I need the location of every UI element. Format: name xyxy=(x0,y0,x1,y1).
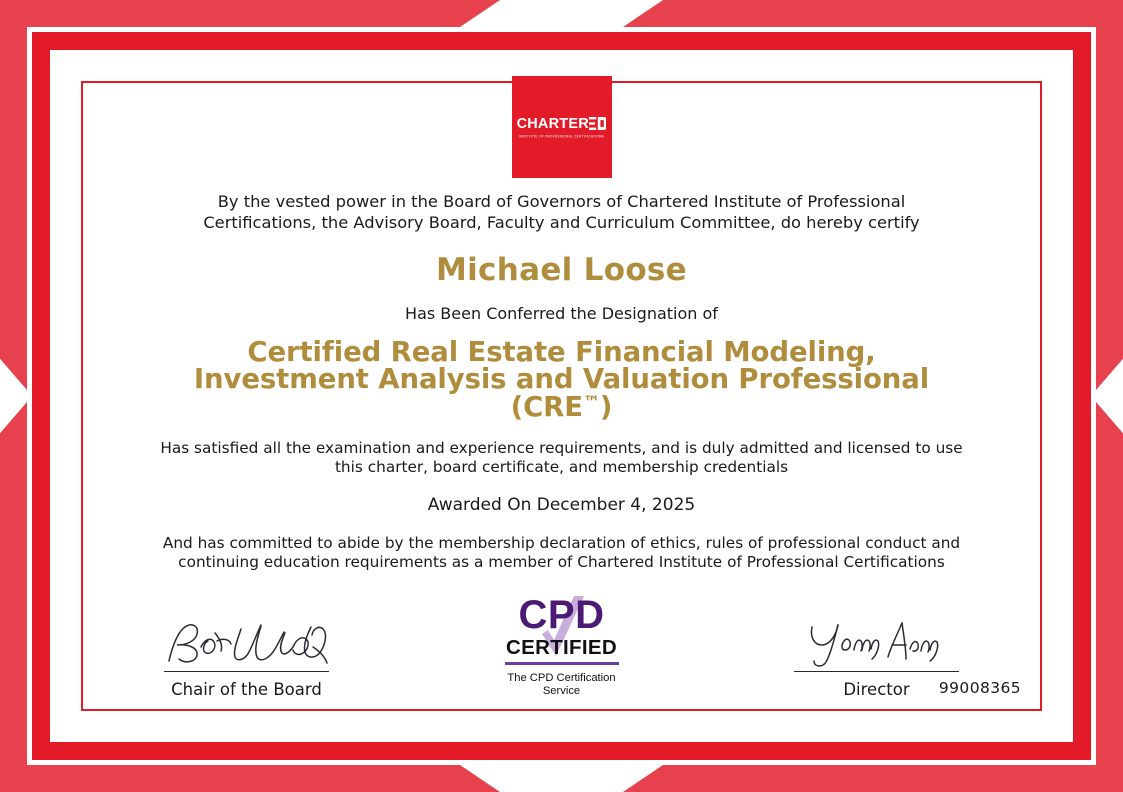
certificate-content: CHARTER INSTITUTE OF PROFESSIO xyxy=(50,50,1073,742)
designation-line-1: Certified Real Estate Financial Modeling… xyxy=(247,335,876,368)
cpd-certified-label: CERTIFIED xyxy=(506,636,617,660)
cpd-underline xyxy=(504,662,619,665)
recipient-name: Michael Loose xyxy=(435,251,687,288)
accent-dot-top-right xyxy=(755,14,768,27)
corner-accent-top-left-horizontal xyxy=(0,0,500,27)
certificate-frame: CHARTER INSTITUTE OF PROFESSIO xyxy=(32,32,1091,760)
preamble-text: By the vested power in the Board of Gove… xyxy=(203,192,920,232)
requirements-text: Has satisfied all the examination and ex… xyxy=(160,439,963,477)
logo-ed-mark xyxy=(589,117,607,131)
cpd-mark: CPD CERTIFIED xyxy=(498,594,626,666)
awarded-date: Awarded On December 4, 2025 xyxy=(427,494,696,515)
corner-accent-bottom-left-vertical xyxy=(0,402,27,792)
accent-dot-top-left xyxy=(355,14,368,27)
accent-dot-left-top xyxy=(7,36,20,49)
designation-acronym: (CRE xyxy=(510,390,583,423)
commitment-text: And has committed to abide by the member… xyxy=(162,533,961,572)
chartered-logo: CHARTER INSTITUTE OF PROFESSIO xyxy=(511,76,612,178)
corner-accent-bottom-left-horizontal xyxy=(0,765,500,792)
cpd-checkmark-icon xyxy=(541,596,584,657)
signature-title-chair: Chair of the Board xyxy=(171,680,322,700)
signature-block-chair: Chair of the Board xyxy=(122,617,372,699)
cpd-certified-seal: CPD CERTIFIED The CPD Certification Serv… xyxy=(482,594,642,699)
logo-wordmark: CHARTER xyxy=(516,115,607,132)
accent-dot-right-bottom xyxy=(1103,743,1116,756)
signature-line-director xyxy=(794,671,959,673)
corner-accent-bottom-right-vertical xyxy=(1096,402,1123,792)
accent-dot-right-top xyxy=(1103,36,1116,49)
signature-title-director: Director xyxy=(843,680,910,700)
signature-block-director: Director xyxy=(752,617,1002,699)
signature-line-chair xyxy=(164,671,329,673)
conferred-label: Has Been Conferred the Designation of xyxy=(405,303,718,323)
cpd-letters: CPD xyxy=(518,593,605,638)
corner-accent-top-right-horizontal xyxy=(623,0,1123,27)
corner-accent-bottom-right-horizontal xyxy=(623,765,1123,792)
accent-dot-bottom-left xyxy=(355,765,368,778)
trademark-symbol: ™ xyxy=(582,392,600,413)
logo-subtitle: INSTITUTE OF PROFESSIONAL CERTIFICATIONS xyxy=(518,133,605,138)
signature-row: Chair of the Board CPD CERTIFIED The CPD… xyxy=(122,594,1002,699)
logo-word-main: CHARTER xyxy=(516,115,589,132)
signature-mark-bok-yan-lo xyxy=(161,617,333,669)
designation-line-2: Investment Analysis and Valuation Profes… xyxy=(193,363,930,396)
corner-accent-top-right-vertical xyxy=(1096,0,1123,390)
designation-acronym-close: ) xyxy=(599,390,613,423)
serial-number: 99008365 xyxy=(938,679,1021,697)
accent-dot-bottom-right xyxy=(755,765,768,778)
corner-accent-top-left-vertical xyxy=(0,0,27,390)
cpd-caption: The CPD Certification Service xyxy=(507,672,616,697)
accent-dot-left-bottom xyxy=(7,743,20,756)
designation-title: Certified Real Estate Financial Modeling… xyxy=(193,335,930,423)
signature-mark-yenny-ang xyxy=(802,617,952,669)
